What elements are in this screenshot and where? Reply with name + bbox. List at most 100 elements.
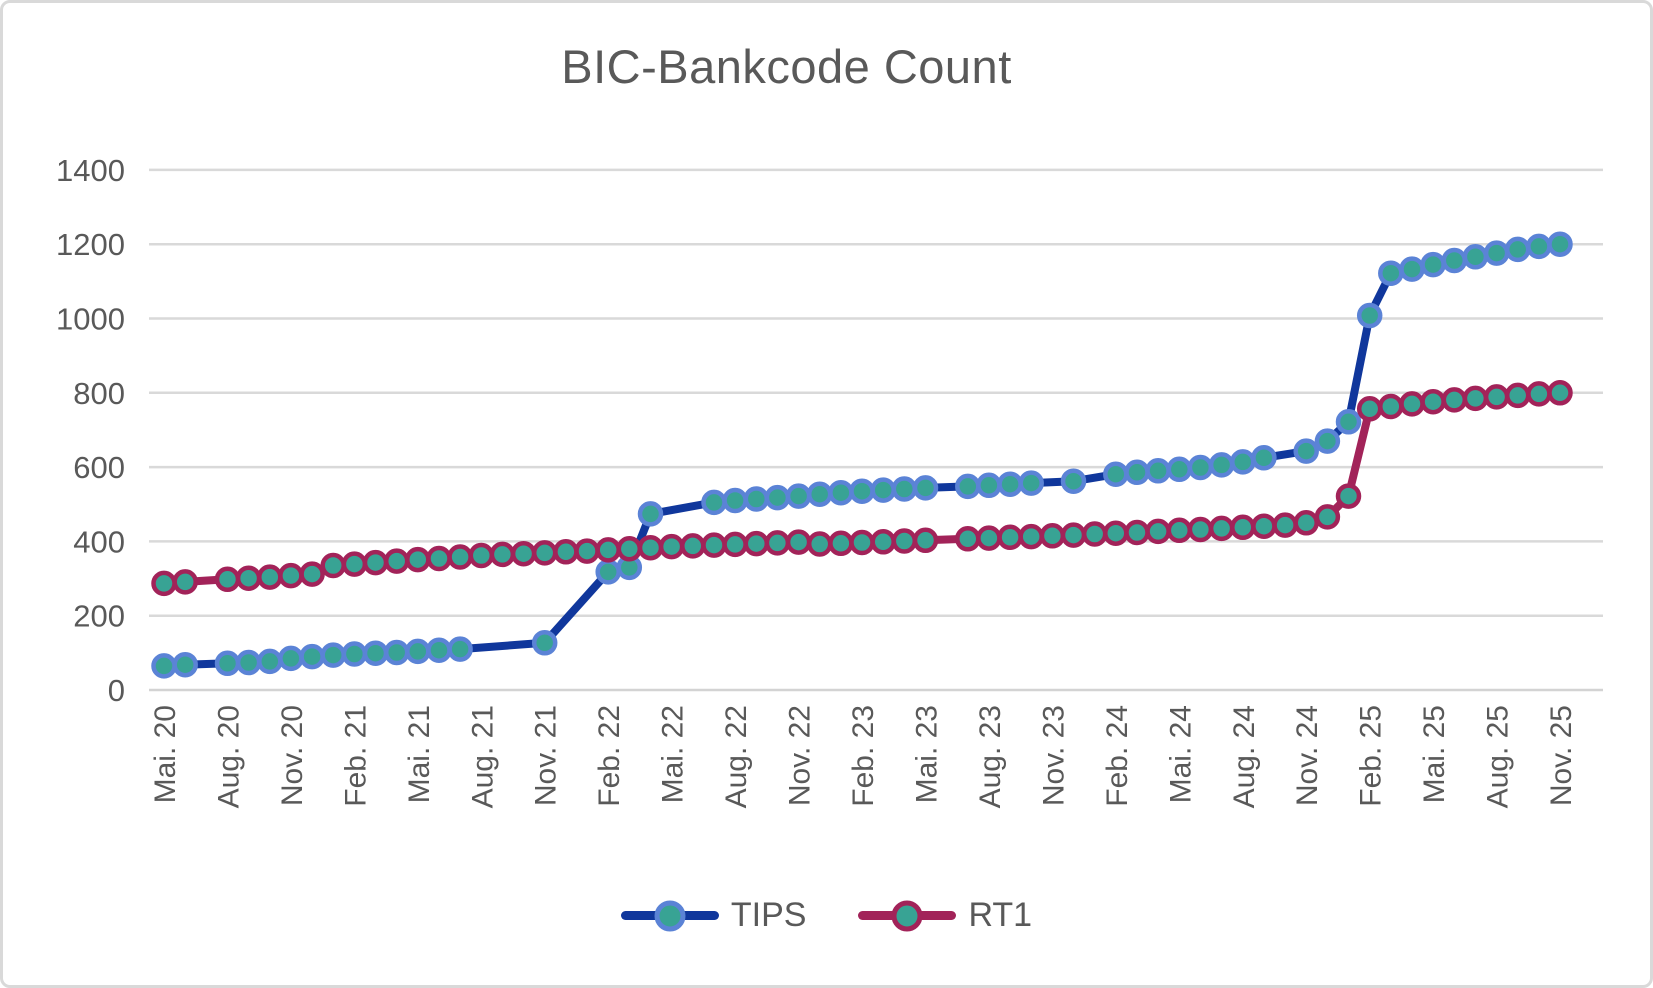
data-point-rt1: [849, 529, 875, 556]
data-point-rt1: [1335, 483, 1362, 509]
tips-marker-icon: [654, 900, 686, 931]
x-tick-label: Aug. 25: [1482, 705, 1515, 808]
data-point-rt1: [1399, 391, 1425, 417]
data-point-tips: [1378, 260, 1404, 286]
x-tick-label: Nov. 22: [784, 705, 817, 806]
data-point-rt1: [1081, 521, 1108, 547]
data-point-rt1: [637, 534, 664, 561]
data-point-tips: [701, 489, 727, 516]
data-point-rt1: [891, 528, 918, 554]
x-tick-label: Feb. 24: [1101, 705, 1134, 807]
x-tick-label: Nov. 21: [530, 705, 563, 806]
legend-label-rt1: RT1: [968, 896, 1033, 934]
data-point-tips: [1060, 468, 1087, 494]
data-point-rt1: [468, 542, 495, 569]
y-tick-label: 600: [73, 450, 125, 485]
data-point-rt1: [870, 529, 896, 555]
data-point-rt1: [1547, 380, 1573, 406]
data-point-rt1: [151, 570, 177, 597]
y-tick-label: 0: [108, 673, 125, 708]
data-point-rt1: [997, 524, 1023, 551]
data-point-rt1: [806, 531, 833, 557]
data-point-tips: [299, 643, 325, 670]
data-point-tips: [976, 472, 1002, 499]
data-point-rt1: [1166, 517, 1193, 544]
x-tick-label: Mai. 22: [657, 705, 690, 803]
data-point-tips: [1251, 445, 1277, 471]
y-tick-label: 1400: [56, 153, 125, 188]
y-axis-labels: 0 200 400 600 800 1000 1200 1400: [56, 153, 125, 708]
data-point-tips: [257, 648, 283, 675]
data-point-tips: [849, 478, 875, 504]
series-line-tips: [160, 240, 1564, 670]
data-point-rt1: [1018, 523, 1044, 550]
data-point-rt1: [1526, 381, 1552, 407]
data-point-tips: [595, 559, 621, 585]
data-point-tips: [1208, 452, 1235, 478]
data-point-tips: [1187, 454, 1214, 481]
x-tick-label: Aug. 23: [974, 705, 1007, 808]
data-point-rt1: [426, 545, 452, 572]
data-point-rt1: [1103, 520, 1129, 546]
data-point-tips: [955, 473, 981, 500]
data-point-rt1: [299, 561, 325, 587]
chart-title: BIC-Bankcode Count: [561, 40, 1012, 93]
data-point-tips: [1441, 247, 1468, 274]
data-point-tips: [1356, 302, 1383, 329]
data-point-rt1: [1039, 523, 1066, 549]
data-point-rt1: [1504, 382, 1531, 409]
x-tick-label: Nov. 24: [1291, 705, 1324, 806]
data-point-rt1: [701, 532, 727, 558]
plot-area: 0 200 400 600 800 1000 1200 1400 Mai. 20 Aug. 20 N…: [56, 153, 1603, 808]
data-point-tips: [341, 641, 368, 667]
series-rt1: [151, 380, 1573, 597]
x-tick-label: Feb. 22: [593, 705, 626, 807]
data-point-tips: [722, 487, 748, 514]
data-point-tips: [1335, 409, 1362, 435]
tips-line-sample: [620, 900, 719, 931]
data-point-tips: [278, 645, 304, 672]
data-point-tips: [1462, 244, 1489, 270]
data-point-rt1: [1314, 504, 1341, 530]
x-tick-label: Mai. 25: [1418, 705, 1451, 803]
data-point-rt1: [1145, 518, 1171, 545]
legend: TIPS RT1: [3, 896, 1650, 935]
data-point-rt1: [447, 544, 473, 570]
x-tick-label: Aug. 22: [720, 705, 753, 808]
data-point-rt1: [341, 551, 368, 577]
data-point-tips: [531, 630, 558, 656]
data-point-rt1: [405, 546, 431, 573]
data-point-rt1: [828, 530, 854, 557]
data-point-rt1: [1060, 522, 1087, 548]
legend-item-rt1: RT1: [858, 896, 1032, 935]
y-tick-label: 1000: [56, 302, 125, 337]
data-point-tips: [1420, 251, 1446, 278]
data-point-tips: [828, 479, 854, 506]
data-point-tips: [764, 484, 791, 511]
data-point-tips: [870, 477, 896, 503]
data-point-tips: [1018, 470, 1044, 496]
x-tick-label: Feb. 23: [847, 705, 880, 807]
x-tick-label: Mai. 24: [1164, 705, 1197, 803]
rt1-line-sample: [858, 900, 957, 931]
data-point-tips: [1293, 438, 1319, 464]
data-point-rt1: [257, 564, 283, 590]
y-tick-label: 400: [73, 524, 125, 559]
data-point-tips: [1314, 428, 1341, 454]
data-point-tips: [997, 471, 1023, 497]
data-point-tips: [235, 649, 262, 676]
x-tick-label: Nov. 20: [276, 705, 309, 806]
data-point-rt1: [1230, 514, 1256, 541]
data-point-rt1: [976, 525, 1002, 551]
x-tick-label: Aug. 21: [466, 705, 499, 808]
data-point-rt1: [1420, 388, 1446, 415]
data-point-tips: [1483, 240, 1510, 266]
data-point-tips: [1547, 231, 1573, 257]
data-point-rt1: [320, 552, 346, 579]
y-tick-label: 200: [73, 599, 125, 634]
data-point-tips: [1526, 233, 1552, 260]
data-point-rt1: [595, 537, 621, 563]
data-point-rt1: [955, 526, 981, 552]
data-point-tips: [1103, 461, 1129, 487]
